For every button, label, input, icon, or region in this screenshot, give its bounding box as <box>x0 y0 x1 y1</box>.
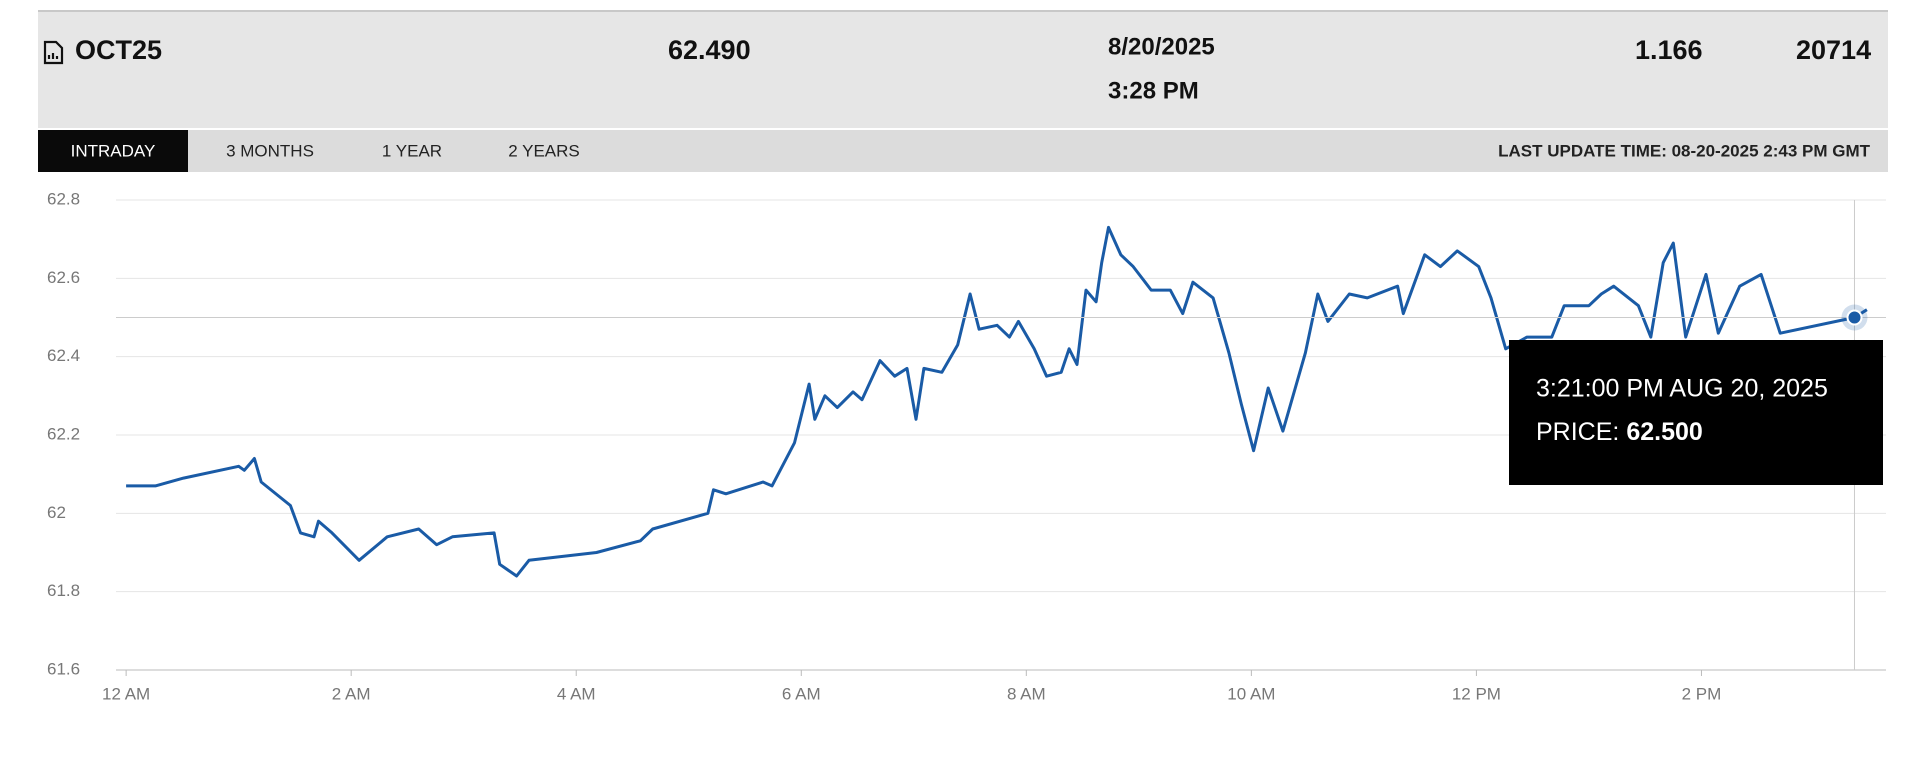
last-update: LAST UPDATE TIME: 08-20-2025 2:43 PM GMT <box>1498 141 1870 160</box>
x-tick-label: 12 PM <box>1452 684 1501 703</box>
tab-bar <box>38 130 1888 172</box>
tab[interactable]: 3 MONTHS <box>226 141 314 160</box>
x-tick-label: 10 AM <box>1227 684 1275 703</box>
tooltip-label: PRICE: <box>1536 418 1619 446</box>
hover-point <box>1846 309 1863 326</box>
tooltip-time: 3:21:00 PM AUG 20, 2025 <box>1536 375 1828 403</box>
y-tick-label: 62.8 <box>47 189 80 208</box>
top-border <box>38 10 1888 12</box>
tab[interactable]: INTRADAY <box>71 141 156 160</box>
x-tick-label: 8 AM <box>1007 684 1046 703</box>
chart: 61.6 61.8 62 62.2 62.4 62.6 62.8 12 AM 2 AM 4 AM 6… <box>47 189 1886 703</box>
change: 1.166 <box>1635 35 1703 65</box>
quote-header <box>38 12 1888 128</box>
quote-time: 3:28 PM <box>1108 77 1199 104</box>
y-tick-label: 61.6 <box>47 659 80 678</box>
price-line <box>126 225 1868 578</box>
file-icon <box>43 40 64 65</box>
tab[interactable]: 1 YEAR <box>382 141 442 160</box>
x-tick-label: 4 AM <box>557 684 596 703</box>
y-tick-label: 61.8 <box>47 581 80 600</box>
y-tick-label: 62.4 <box>47 346 80 365</box>
y-tick-label: 62 <box>47 503 66 522</box>
x-tick-label: 12 AM <box>102 684 150 703</box>
symbol: OCT25 <box>75 35 162 65</box>
x-tick-label: 2 PM <box>1682 684 1722 703</box>
tooltip-value: 62.500 <box>1626 418 1702 446</box>
volume: 20714 <box>1796 35 1871 65</box>
tab[interactable]: 2 YEARS <box>508 141 580 160</box>
x-tick-label: 2 AM <box>332 684 371 703</box>
y-tick-label: 62.6 <box>47 268 80 287</box>
y-tick-label: 62.2 <box>47 424 80 443</box>
x-tick-label: 6 AM <box>782 684 821 703</box>
tooltip: 3:21:00 PM AUG 20, 2025 PRICE: 62.500 <box>1509 340 1883 485</box>
tooltip-price: PRICE: 62.500 <box>1536 418 1703 446</box>
tooltip-box <box>1509 340 1883 485</box>
last-price: 62.490 <box>668 35 751 65</box>
quote-date: 8/20/2025 <box>1108 33 1215 60</box>
tab-active[interactable] <box>38 130 188 172</box>
